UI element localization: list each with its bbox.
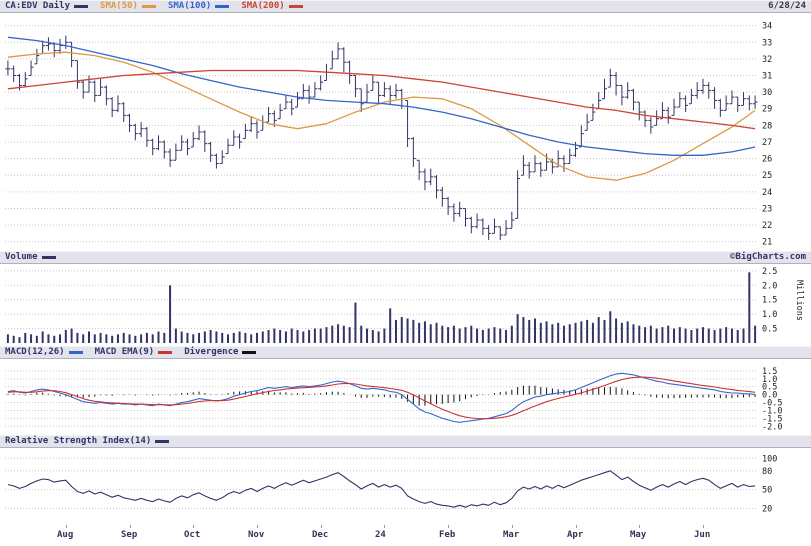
bigcharts-watermark: ©BigCharts.com [730,252,806,262]
y-axis-tick-label: -1.0 [762,406,782,416]
x-axis-month-label: 24 [375,530,386,540]
x-axis: Aug Sep Oct Nov Dec 24 Feb Mar Apr May Jun [0,525,811,546]
y-axis-tick-label: 2.5 [762,267,777,277]
y-axis-tick-label: 20 [762,504,772,514]
x-axis-month-label: Apr [567,530,584,540]
chart-date: 6/28/24 [768,1,806,11]
volume-label: Volume [5,252,38,262]
y-axis-tick-label: 34 [762,22,772,32]
y-axis-tick-label: 32 [762,55,772,65]
price-series-swatch [74,5,89,8]
macd-panel-header: MACD(12,26) MACD EMA(9) Divergence [0,346,811,359]
y-axis-tick-label: 1.5 [762,296,777,306]
macd-ema-swatch [158,351,173,354]
x-axis-month-label: Aug [57,530,74,540]
rsi-panel-header: Relative Strength Index(14) [0,435,811,448]
x-axis-tick [130,525,131,528]
y-axis-tick-label: 28 [762,121,772,131]
x-axis-month-label: May [630,530,647,540]
x-axis-tick [321,525,322,528]
y-axis-tick-label: -2.0 [762,422,782,432]
y-axis-tick-label: 2.0 [762,281,777,291]
y-axis-tick-label: 21 [762,238,772,248]
millions-axis-unit-label: Millions [794,280,804,321]
x-axis-tick [384,525,385,528]
y-axis-tick-label: 31 [762,72,772,82]
y-axis-tick-label: 25 [762,171,772,181]
sma100-swatch [215,5,230,8]
x-axis-tick [257,525,258,528]
x-axis-month-label: Feb [439,530,456,540]
x-axis-tick [639,525,640,528]
volume-panel-header: Volume ©BigCharts.com [0,251,811,264]
y-axis-tick-label: 80 [762,467,772,477]
x-axis-tick [66,525,67,528]
volume-chart-panel: 2.5 2.0 1.5 1.0 0.5 Millions [0,264,811,346]
y-axis-tick-label: 30 [762,88,772,98]
x-axis-month-label: Jun [694,530,711,540]
rsi-swatch [155,440,170,443]
x-axis-tick [448,525,449,528]
y-axis-tick-label: 0.5 [762,325,777,335]
macd-ema-legend-label: MACD EMA(9) [94,347,155,357]
macd-chart-panel: 1.51.00.50.0-0.5-1.0-1.5-2.0 [0,359,811,435]
x-axis-month-label: Oct [184,530,201,540]
sma50-legend-label: SMA(50) [100,1,138,11]
y-axis-tick-label: 0.5 [762,383,777,393]
sma200-swatch [288,5,303,8]
volume-swatch [41,256,56,259]
y-axis-tick-label: 22 [762,221,772,231]
x-axis-tick [193,525,194,528]
symbol-label: CA:EDV Daily [5,1,71,11]
x-axis-tick [703,525,704,528]
x-axis-month-label: Mar [503,530,520,540]
y-axis-tick-label: 1.5 [762,367,777,377]
x-axis-month-label: Sep [121,530,138,540]
y-axis-tick-label: 1.0 [762,375,777,385]
x-axis-month-label: Nov [248,530,265,540]
y-axis-tick-label: 100 [762,454,777,464]
macd-swatch [68,351,83,354]
y-axis-tick-label: 23 [762,204,772,214]
price-panel-header: CA:EDV Daily SMA(50) SMA(100) SMA(200) 6… [0,0,811,13]
divergence-swatch [242,351,257,354]
y-axis-tick-label: -1.5 [762,414,782,424]
sma100-legend-label: SMA(100) [167,1,212,11]
y-axis-tick-label: 27 [762,138,772,148]
sma200-legend-label: SMA(200) [241,1,285,11]
y-axis-tick-label: 33 [762,38,772,48]
y-axis-tick-label: 24 [762,188,772,198]
x-axis-month-label: Dec [312,530,329,540]
rsi-label: Relative Strength Index(14) [5,436,152,446]
y-axis-tick-label: 1.0 [762,310,777,320]
sma50-swatch [141,5,156,8]
y-axis-tick-label: 50 [762,486,772,496]
divergence-legend-label: Divergence [184,347,239,357]
x-axis-tick [576,525,577,528]
y-axis-tick-label: -0.5 [762,399,782,409]
macd-legend-label: MACD(12,26) [5,347,65,357]
x-axis-tick [512,525,513,528]
rsi-chart-panel: 100 80 50 20 [0,448,811,525]
y-axis-tick-label: 0.0 [762,391,777,401]
y-axis-tick-label: 26 [762,155,772,165]
price-chart-panel: 34 33 32 31 30 29 28 27 26 25 24 23 22 21 [0,13,811,251]
y-axis-tick-label: 29 [762,105,772,115]
